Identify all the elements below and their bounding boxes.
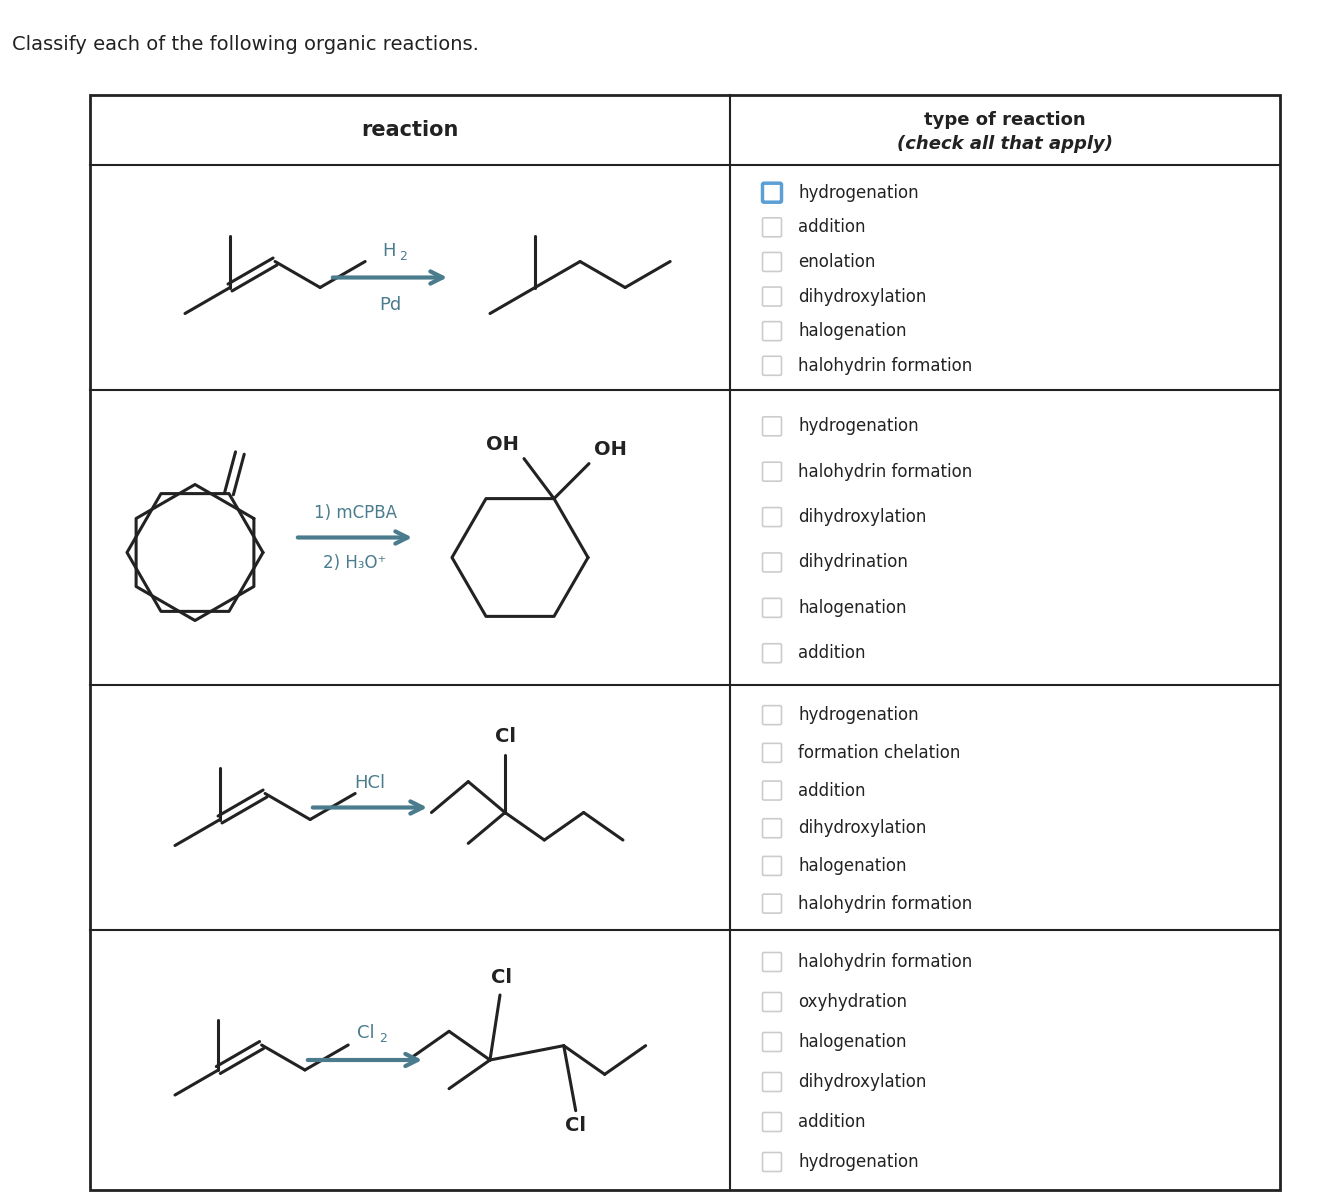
Text: halogenation: halogenation bbox=[798, 1033, 907, 1051]
Text: 2: 2 bbox=[379, 1032, 387, 1045]
Text: formation chelation: formation chelation bbox=[798, 744, 960, 762]
Text: halohydrin formation: halohydrin formation bbox=[798, 463, 972, 481]
Text: hydrogenation: hydrogenation bbox=[798, 418, 919, 436]
Text: 1) mCPBA: 1) mCPBA bbox=[314, 504, 396, 522]
Text: 2) H₃O⁺: 2) H₃O⁺ bbox=[323, 553, 387, 571]
Text: Cl: Cl bbox=[565, 1116, 587, 1135]
Text: dihydroxylation: dihydroxylation bbox=[798, 508, 927, 526]
FancyBboxPatch shape bbox=[763, 857, 781, 876]
Text: halogenation: halogenation bbox=[798, 322, 907, 340]
FancyBboxPatch shape bbox=[763, 1152, 781, 1171]
Text: H: H bbox=[383, 241, 396, 259]
Text: hydrogenation: hydrogenation bbox=[798, 706, 919, 724]
FancyBboxPatch shape bbox=[763, 287, 781, 306]
FancyBboxPatch shape bbox=[763, 992, 781, 1012]
Text: OH: OH bbox=[486, 434, 519, 454]
Text: dihydrination: dihydrination bbox=[798, 553, 908, 571]
Text: halohydrin formation: halohydrin formation bbox=[798, 953, 972, 971]
FancyBboxPatch shape bbox=[763, 1073, 781, 1092]
FancyBboxPatch shape bbox=[763, 1112, 781, 1132]
Text: addition: addition bbox=[798, 644, 866, 662]
FancyBboxPatch shape bbox=[763, 706, 781, 725]
Text: addition: addition bbox=[798, 218, 866, 236]
FancyBboxPatch shape bbox=[763, 553, 781, 572]
Text: HCl: HCl bbox=[355, 774, 385, 792]
Bar bbox=[90, 95, 1280, 1190]
Text: Classify each of the following organic reactions.: Classify each of the following organic r… bbox=[12, 36, 479, 54]
Text: Cl: Cl bbox=[494, 727, 515, 746]
FancyBboxPatch shape bbox=[763, 252, 781, 271]
FancyBboxPatch shape bbox=[763, 218, 781, 236]
Text: halohydrin formation: halohydrin formation bbox=[798, 895, 972, 913]
FancyBboxPatch shape bbox=[763, 416, 781, 436]
Text: addition: addition bbox=[798, 781, 866, 799]
Text: dihydroxylation: dihydroxylation bbox=[798, 820, 927, 838]
Text: halogenation: halogenation bbox=[798, 599, 907, 617]
Text: (check all that apply): (check all that apply) bbox=[896, 134, 1113, 152]
FancyBboxPatch shape bbox=[763, 1032, 781, 1051]
FancyBboxPatch shape bbox=[763, 322, 781, 341]
Text: hydrogenation: hydrogenation bbox=[798, 1153, 919, 1171]
FancyBboxPatch shape bbox=[763, 462, 781, 481]
Text: type of reaction: type of reaction bbox=[924, 110, 1086, 128]
Text: dihydroxylation: dihydroxylation bbox=[798, 1073, 927, 1091]
Text: reaction: reaction bbox=[361, 120, 458, 140]
Text: addition: addition bbox=[798, 1114, 866, 1130]
FancyBboxPatch shape bbox=[763, 184, 781, 202]
FancyBboxPatch shape bbox=[763, 643, 781, 662]
FancyBboxPatch shape bbox=[763, 953, 781, 972]
Text: hydrogenation: hydrogenation bbox=[798, 184, 919, 202]
Text: halohydrin formation: halohydrin formation bbox=[798, 356, 972, 374]
Text: enolation: enolation bbox=[798, 253, 875, 271]
FancyBboxPatch shape bbox=[763, 508, 781, 527]
Text: Cl: Cl bbox=[357, 1024, 375, 1042]
FancyBboxPatch shape bbox=[763, 818, 781, 838]
FancyBboxPatch shape bbox=[763, 743, 781, 762]
FancyBboxPatch shape bbox=[763, 599, 781, 617]
Text: halogenation: halogenation bbox=[798, 857, 907, 875]
FancyBboxPatch shape bbox=[763, 781, 781, 800]
FancyBboxPatch shape bbox=[763, 894, 781, 913]
FancyBboxPatch shape bbox=[763, 356, 781, 376]
Text: Pd: Pd bbox=[379, 295, 401, 313]
Text: dihydroxylation: dihydroxylation bbox=[798, 288, 927, 306]
Text: oxyhydration: oxyhydration bbox=[798, 994, 907, 1010]
Text: Cl: Cl bbox=[491, 968, 512, 986]
Text: 2: 2 bbox=[399, 250, 406, 263]
Text: OH: OH bbox=[594, 439, 626, 458]
